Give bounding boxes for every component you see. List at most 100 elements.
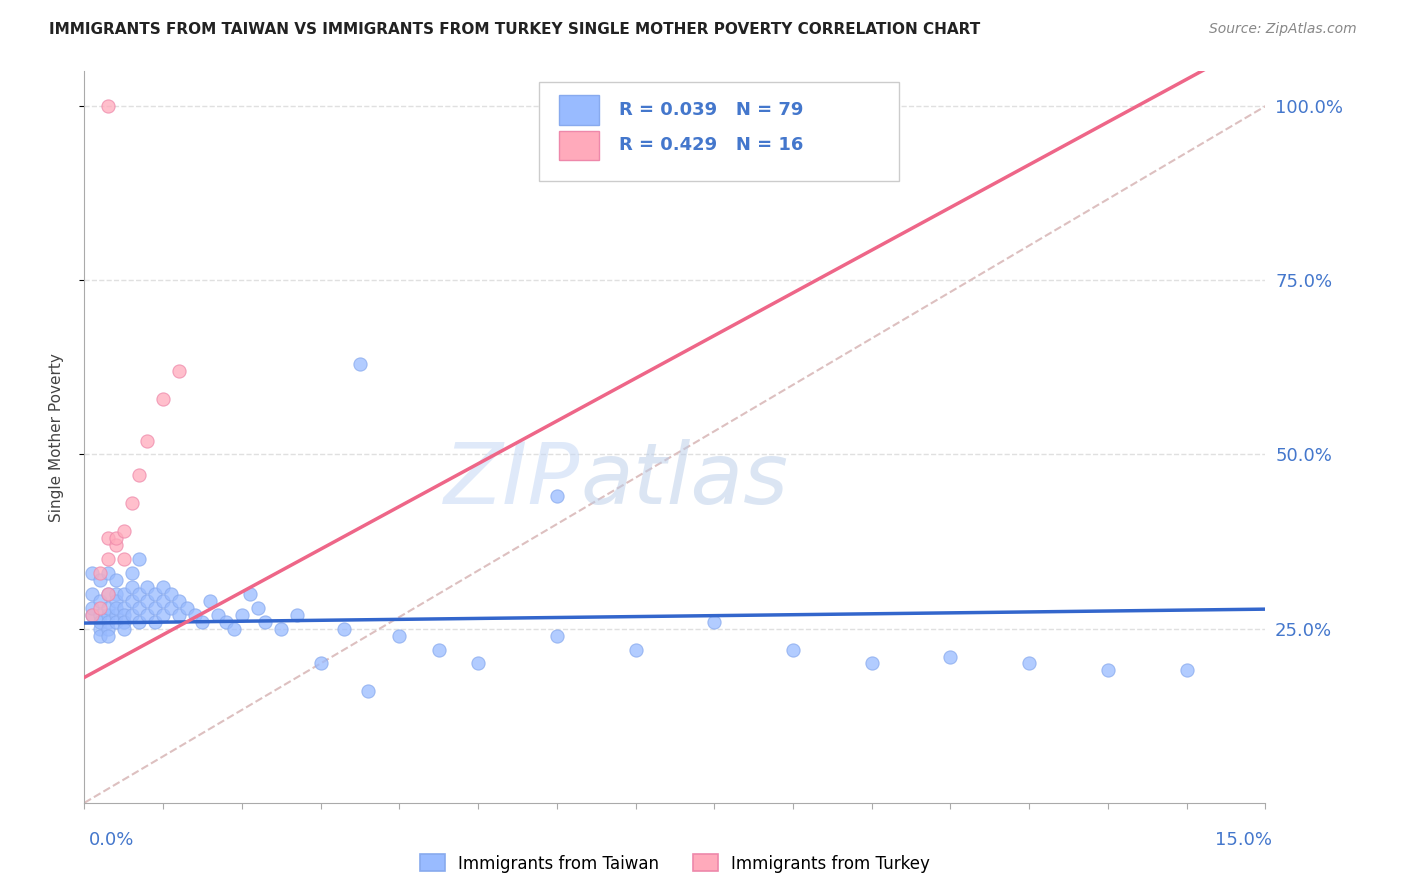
Text: 15.0%: 15.0% bbox=[1215, 831, 1272, 849]
Point bbox=[152, 580, 174, 594]
Legend: Immigrants from Taiwan, Immigrants from Turkey: Immigrants from Taiwan, Immigrants from … bbox=[413, 847, 936, 880]
Point bbox=[89, 629, 111, 643]
Point bbox=[112, 552, 135, 566]
Text: ZIP: ZIP bbox=[444, 440, 581, 523]
Point bbox=[207, 607, 229, 622]
Point bbox=[128, 587, 150, 601]
Point bbox=[82, 607, 104, 622]
Point bbox=[97, 622, 120, 636]
Point bbox=[167, 594, 190, 608]
Point bbox=[97, 600, 120, 615]
Point bbox=[89, 607, 111, 622]
Point bbox=[112, 615, 135, 629]
Point bbox=[143, 600, 166, 615]
Point bbox=[128, 552, 150, 566]
Point bbox=[143, 615, 166, 629]
Point bbox=[128, 468, 150, 483]
Point bbox=[89, 622, 111, 636]
Point bbox=[128, 615, 150, 629]
Point bbox=[183, 607, 205, 622]
Point bbox=[231, 607, 253, 622]
Point bbox=[239, 587, 262, 601]
Point bbox=[112, 607, 135, 622]
FancyBboxPatch shape bbox=[560, 130, 599, 160]
Point bbox=[128, 600, 150, 615]
Point bbox=[309, 657, 332, 671]
Point bbox=[152, 607, 174, 622]
Point bbox=[89, 573, 111, 587]
Point bbox=[143, 587, 166, 601]
Point bbox=[89, 600, 111, 615]
Point bbox=[89, 594, 111, 608]
Point bbox=[112, 622, 135, 636]
Point bbox=[624, 642, 647, 657]
Point bbox=[167, 607, 190, 622]
Text: IMMIGRANTS FROM TAIWAN VS IMMIGRANTS FROM TURKEY SINGLE MOTHER POVERTY CORRELATI: IMMIGRANTS FROM TAIWAN VS IMMIGRANTS FRO… bbox=[49, 22, 980, 37]
Point bbox=[349, 357, 371, 371]
Point bbox=[200, 594, 222, 608]
Point bbox=[136, 434, 159, 448]
Point bbox=[546, 489, 568, 503]
Point bbox=[703, 615, 725, 629]
Point bbox=[104, 587, 127, 601]
FancyBboxPatch shape bbox=[560, 95, 599, 125]
Point bbox=[104, 538, 127, 552]
Point bbox=[1175, 664, 1198, 678]
Y-axis label: Single Mother Poverty: Single Mother Poverty bbox=[49, 352, 63, 522]
Point bbox=[121, 607, 143, 622]
Point bbox=[160, 587, 183, 601]
Point bbox=[97, 99, 120, 113]
Point bbox=[860, 657, 883, 671]
Text: R = 0.429   N = 16: R = 0.429 N = 16 bbox=[620, 136, 804, 154]
Point bbox=[97, 566, 120, 580]
Point bbox=[388, 629, 411, 643]
Text: Source: ZipAtlas.com: Source: ZipAtlas.com bbox=[1209, 22, 1357, 37]
Point bbox=[152, 392, 174, 406]
Point bbox=[939, 649, 962, 664]
Point bbox=[104, 531, 127, 545]
Point bbox=[97, 607, 120, 622]
Point bbox=[333, 622, 356, 636]
Point bbox=[782, 642, 804, 657]
Point bbox=[97, 531, 120, 545]
Point bbox=[97, 629, 120, 643]
Point bbox=[89, 566, 111, 580]
Point bbox=[254, 615, 277, 629]
Point bbox=[121, 594, 143, 608]
Text: R = 0.039   N = 79: R = 0.039 N = 79 bbox=[620, 101, 804, 120]
Point bbox=[104, 600, 127, 615]
Point bbox=[546, 629, 568, 643]
Text: atlas: atlas bbox=[581, 440, 789, 523]
Point bbox=[82, 587, 104, 601]
Point bbox=[285, 607, 308, 622]
Point bbox=[191, 615, 214, 629]
Point bbox=[82, 607, 104, 622]
Point bbox=[176, 600, 198, 615]
Point bbox=[121, 566, 143, 580]
Point bbox=[136, 594, 159, 608]
Point bbox=[104, 615, 127, 629]
Point bbox=[1097, 664, 1119, 678]
Point bbox=[270, 622, 292, 636]
Point bbox=[357, 684, 380, 698]
Point bbox=[97, 552, 120, 566]
Point bbox=[215, 615, 238, 629]
Point bbox=[97, 615, 120, 629]
Point bbox=[427, 642, 450, 657]
Point bbox=[467, 657, 489, 671]
Text: 0.0%: 0.0% bbox=[89, 831, 134, 849]
Point bbox=[82, 566, 104, 580]
Point bbox=[104, 607, 127, 622]
Point bbox=[104, 573, 127, 587]
Point bbox=[1018, 657, 1040, 671]
Point bbox=[104, 594, 127, 608]
Point bbox=[112, 587, 135, 601]
Point bbox=[136, 580, 159, 594]
Point bbox=[136, 607, 159, 622]
Point bbox=[82, 600, 104, 615]
FancyBboxPatch shape bbox=[538, 82, 900, 181]
Point bbox=[112, 600, 135, 615]
Point bbox=[89, 615, 111, 629]
Point bbox=[152, 594, 174, 608]
Point bbox=[167, 364, 190, 378]
